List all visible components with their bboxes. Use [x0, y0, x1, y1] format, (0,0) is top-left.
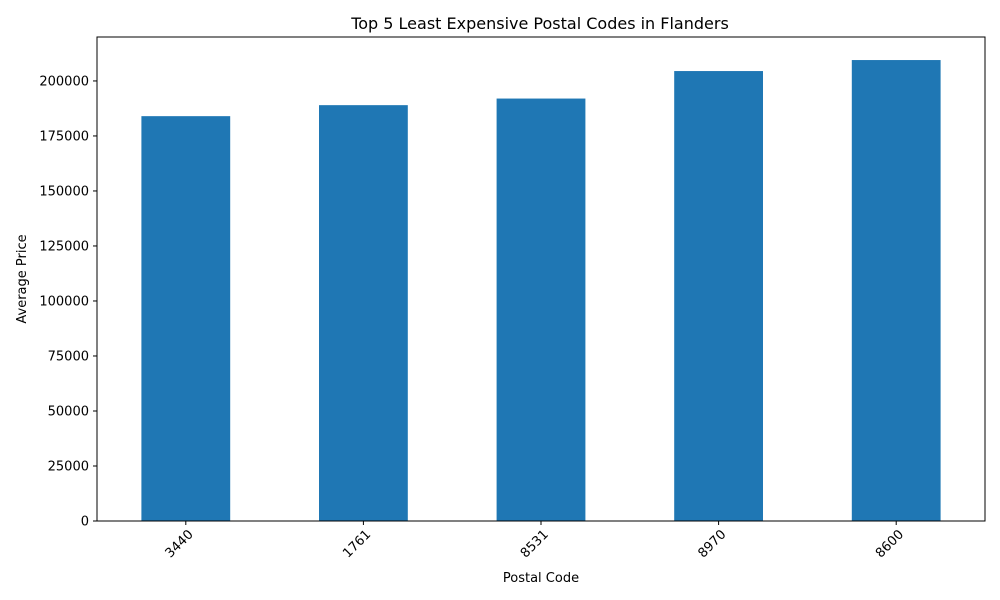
x-tick-label-1761: 1761	[340, 527, 374, 561]
y-tick-label-100000: 100000	[39, 294, 89, 309]
chart-title: Top 5 Least Expensive Postal Codes in Fl…	[350, 14, 729, 33]
x-tick-label-3440: 3440	[163, 527, 197, 561]
y-tick-label-125000: 125000	[39, 239, 89, 254]
bar-8531	[496, 98, 586, 521]
y-tick-label-175000: 175000	[39, 129, 89, 144]
y-tick-label-50000: 50000	[48, 404, 89, 419]
y-tick-label-0: 0	[81, 515, 89, 530]
y-tick-label-200000: 200000	[39, 74, 89, 89]
y-tick-label-75000: 75000	[48, 349, 89, 364]
y-axis-ticks: 0 25000 50000 75000 100000 125000 150000 175000…	[39, 74, 97, 530]
x-tick-label-8970: 8970	[695, 527, 729, 561]
x-tick-label-8531: 8531	[518, 527, 552, 561]
plot-frame	[96, 36, 986, 522]
y-tick-label-150000: 150000	[39, 184, 89, 199]
bar-8600	[851, 60, 941, 522]
y-axis-label: Average Price	[15, 234, 30, 323]
bars-group	[141, 60, 941, 522]
bar-1761	[319, 105, 408, 522]
x-axis-ticks: 3440 1761 8531 8970 8600	[163, 521, 907, 561]
bar-3440	[141, 116, 231, 521]
bar-8970	[674, 71, 763, 522]
x-tick-label-8600: 8600	[873, 527, 907, 561]
x-axis-label: Postal Code	[503, 571, 579, 586]
y-tick-label-25000: 25000	[48, 459, 89, 474]
